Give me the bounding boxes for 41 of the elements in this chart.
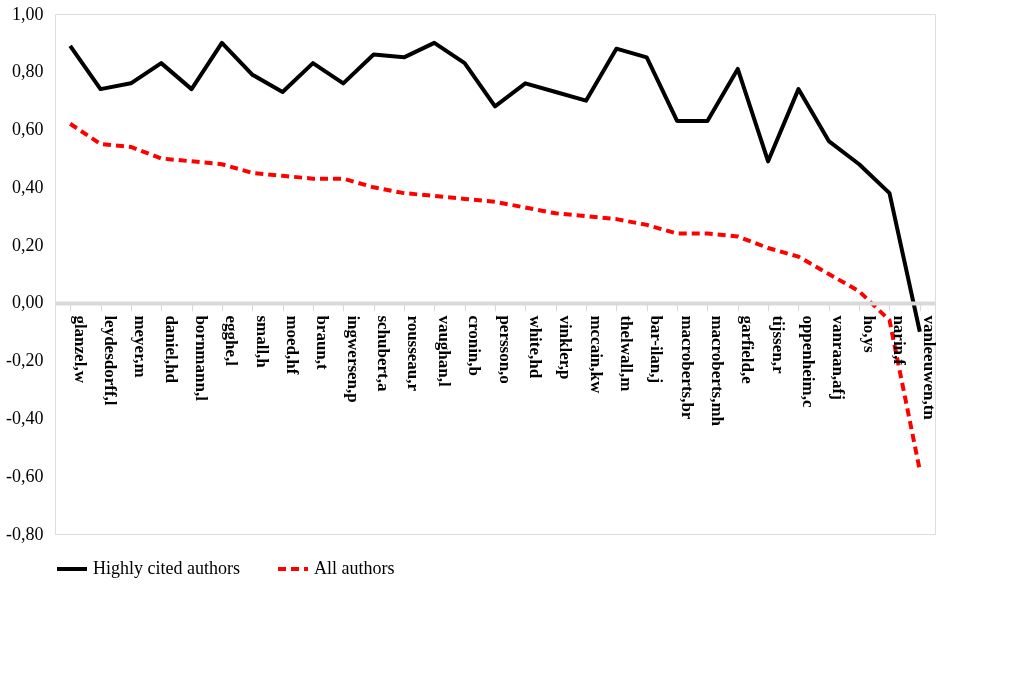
x-tick-label: persson,o [495,315,515,384]
y-tick-label: -0,40 [6,407,44,428]
x-tick-label: moed,hf [283,315,303,375]
x-tick-label: mccain,kw [586,315,606,395]
x-tick-label: vanleeuwen,tn [920,315,940,421]
x-tick-label: narin,f [889,315,909,366]
x-tick-label: vinkler,p [556,315,576,380]
y-tick-label: 0,60 [12,119,44,140]
x-tick-label: macroberts,mh [707,315,727,427]
legend-label: All authors [314,558,395,578]
y-tick-label: 0,00 [12,292,44,313]
y-tick-label: 0,20 [12,234,44,255]
x-tick-label: daniel,hd [161,315,181,384]
x-tick-label: ho,ys [859,315,879,354]
x-tick-label: ingwersen,p [343,315,363,403]
legend-label: Highly cited authors [93,558,240,578]
y-tick-label: 1,00 [12,3,44,24]
x-tick-label: bar-ilan,j [647,315,667,384]
x-tick-label: tijssen,r [768,315,788,374]
x-tick-label: meyer,m [131,315,151,378]
x-tick-label: small,h [252,315,272,369]
x-tick-label: vaughan,l [434,315,454,387]
x-tick-label: macroberts,br [677,315,697,420]
x-tick-label: glanzel,w [70,315,90,384]
y-tick-label: -0,20 [6,350,44,371]
x-tick-label: vanraan,afj [829,315,849,400]
x-tick-label: egghe,l [222,315,242,367]
y-tick-label: -0,80 [6,523,44,544]
y-tick-label: 0,80 [12,61,44,82]
x-tick-label: thelwall,m [616,315,636,392]
x-tick-label: schubert,a [374,315,394,392]
x-tick-label: rousseau,r [404,315,424,392]
y-tick-label: 0,40 [12,176,44,197]
x-tick-label: bornmann,l [192,315,212,402]
x-tick-label: leydesdorff,l [101,315,121,406]
x-tick-label: cronin,b [465,315,485,377]
x-tick-label: oppenheim,c [798,315,818,408]
x-tick-label: garfield,e [738,315,758,385]
x-tick-label: white,hd [525,315,545,379]
x-tick-label: braun,t [313,315,333,371]
y-tick-label: -0,60 [6,465,44,486]
